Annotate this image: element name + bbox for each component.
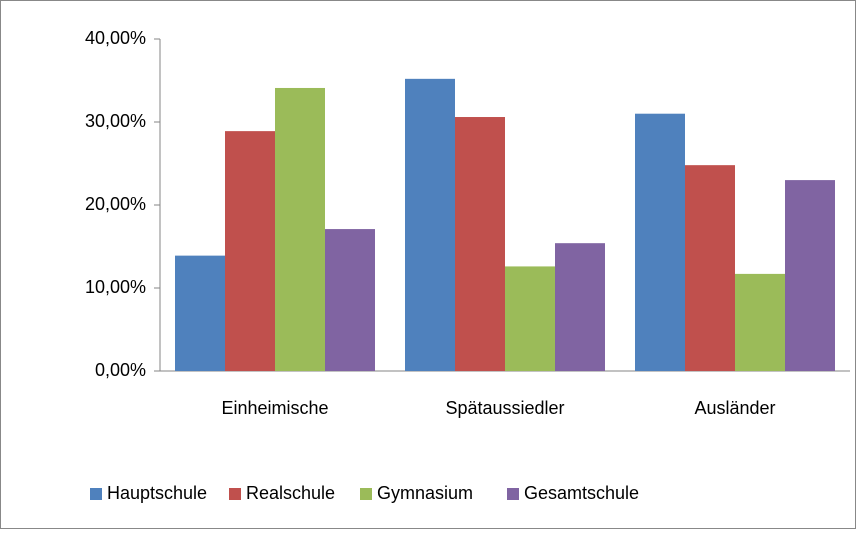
bar (175, 255, 225, 371)
bar (225, 131, 275, 371)
y-tick-label: 0,00% (95, 360, 146, 380)
bar (455, 117, 505, 372)
bar (405, 78, 455, 371)
legend-label: Hauptschule (107, 483, 207, 503)
legend-label: Gesamtschule (524, 483, 639, 503)
legend-label: Realschule (246, 483, 335, 503)
bar (325, 229, 375, 371)
bar (785, 180, 835, 371)
legend-swatch (360, 488, 372, 500)
y-tick-label: 10,00% (85, 277, 146, 297)
x-tick-label: Spätaussiedler (445, 398, 564, 418)
bar (505, 266, 555, 371)
y-tick-label: 30,00% (85, 111, 146, 131)
y-tick-label: 40,00% (85, 28, 146, 48)
bar (685, 165, 735, 371)
bar (275, 87, 325, 371)
legend-label: Gymnasium (377, 483, 473, 503)
legend-swatch (90, 488, 102, 500)
x-tick-label: Ausländer (694, 398, 775, 418)
legend-swatch (507, 488, 519, 500)
bar (635, 113, 685, 371)
y-tick-label: 20,00% (85, 194, 146, 214)
bar (555, 243, 605, 371)
bar (735, 273, 785, 371)
legend-swatch (229, 488, 241, 500)
x-tick-label: Einheimische (221, 398, 328, 418)
